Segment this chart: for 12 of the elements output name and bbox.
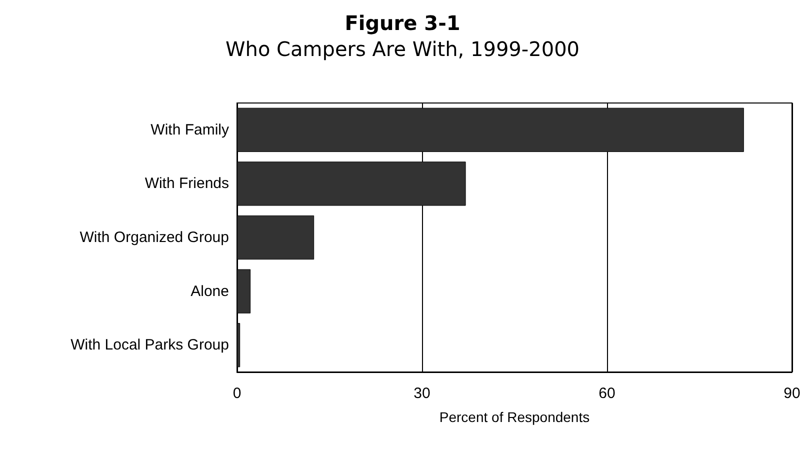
chart-title: Figure 3-1 [344, 11, 460, 35]
y-tick-label: Alone [190, 282, 229, 300]
y-tick-label: With Family [150, 121, 230, 138]
x-tick-label: 30 [414, 385, 430, 402]
y-tick-label: With Local Parks Group [70, 336, 229, 354]
y-tick-label: With Friends [144, 175, 229, 192]
x-tick-label: 0 [232, 385, 242, 402]
y-tick-label: With Organized Group [80, 229, 229, 246]
x-tick-label: 90 [784, 385, 800, 402]
x-tick-label: 60 [598, 385, 616, 402]
chart-subtitle: Who Campers Are With, 1999-2000 [225, 37, 580, 61]
x-axis-title: Percent of Respondents [439, 409, 590, 425]
